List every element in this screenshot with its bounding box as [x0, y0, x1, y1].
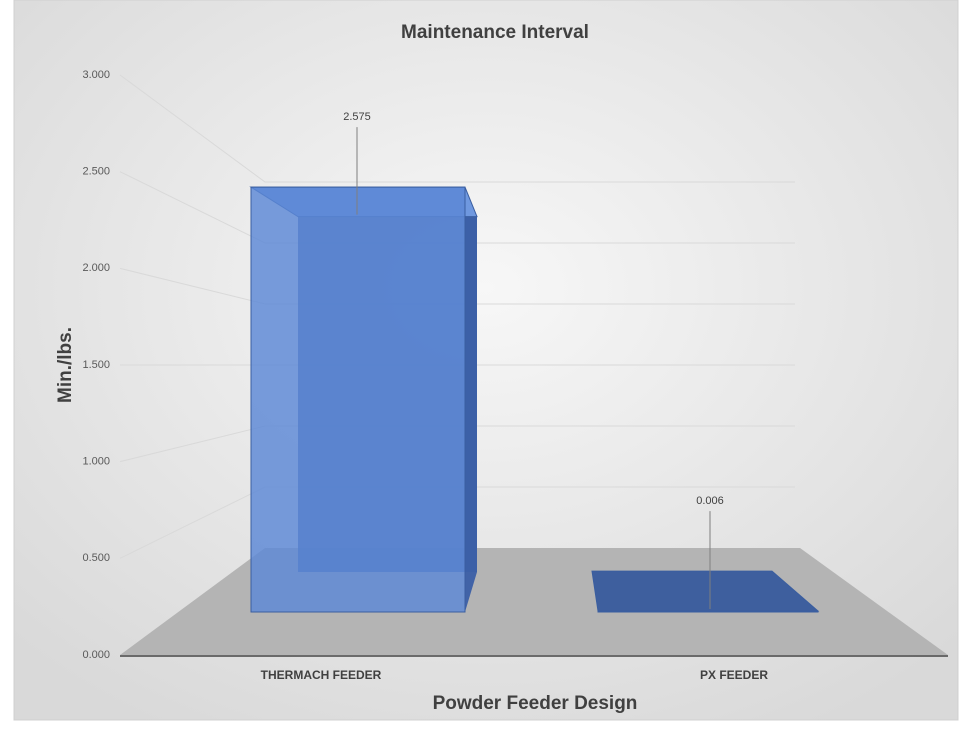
x-tick-label: THERMACH FEEDER — [261, 668, 382, 682]
y-tick-label: 1.500 — [82, 359, 110, 371]
bar-front — [597, 610, 819, 613]
bar-front — [250, 186, 466, 613]
bar-side — [465, 187, 477, 612]
y-tick-label: 2.000 — [82, 262, 110, 274]
y-axis-title: Min./lbs. — [55, 327, 76, 403]
y-tick-label: 2.500 — [82, 166, 110, 178]
x-axis-title: Powder Feeder Design — [433, 693, 638, 714]
data-label: 2.575 — [343, 111, 371, 123]
y-tick-label: 0.000 — [82, 649, 110, 661]
x-tick-label: PX FEEDER — [700, 668, 768, 682]
y-tick-label: 3.000 — [82, 69, 110, 81]
y-tick-label: 0.500 — [82, 552, 110, 564]
y-tick-label: 1.000 — [82, 456, 110, 468]
chart-title: Maintenance Interval — [401, 22, 589, 43]
grid-line — [119, 74, 795, 183]
data-label: 0.006 — [696, 495, 724, 507]
